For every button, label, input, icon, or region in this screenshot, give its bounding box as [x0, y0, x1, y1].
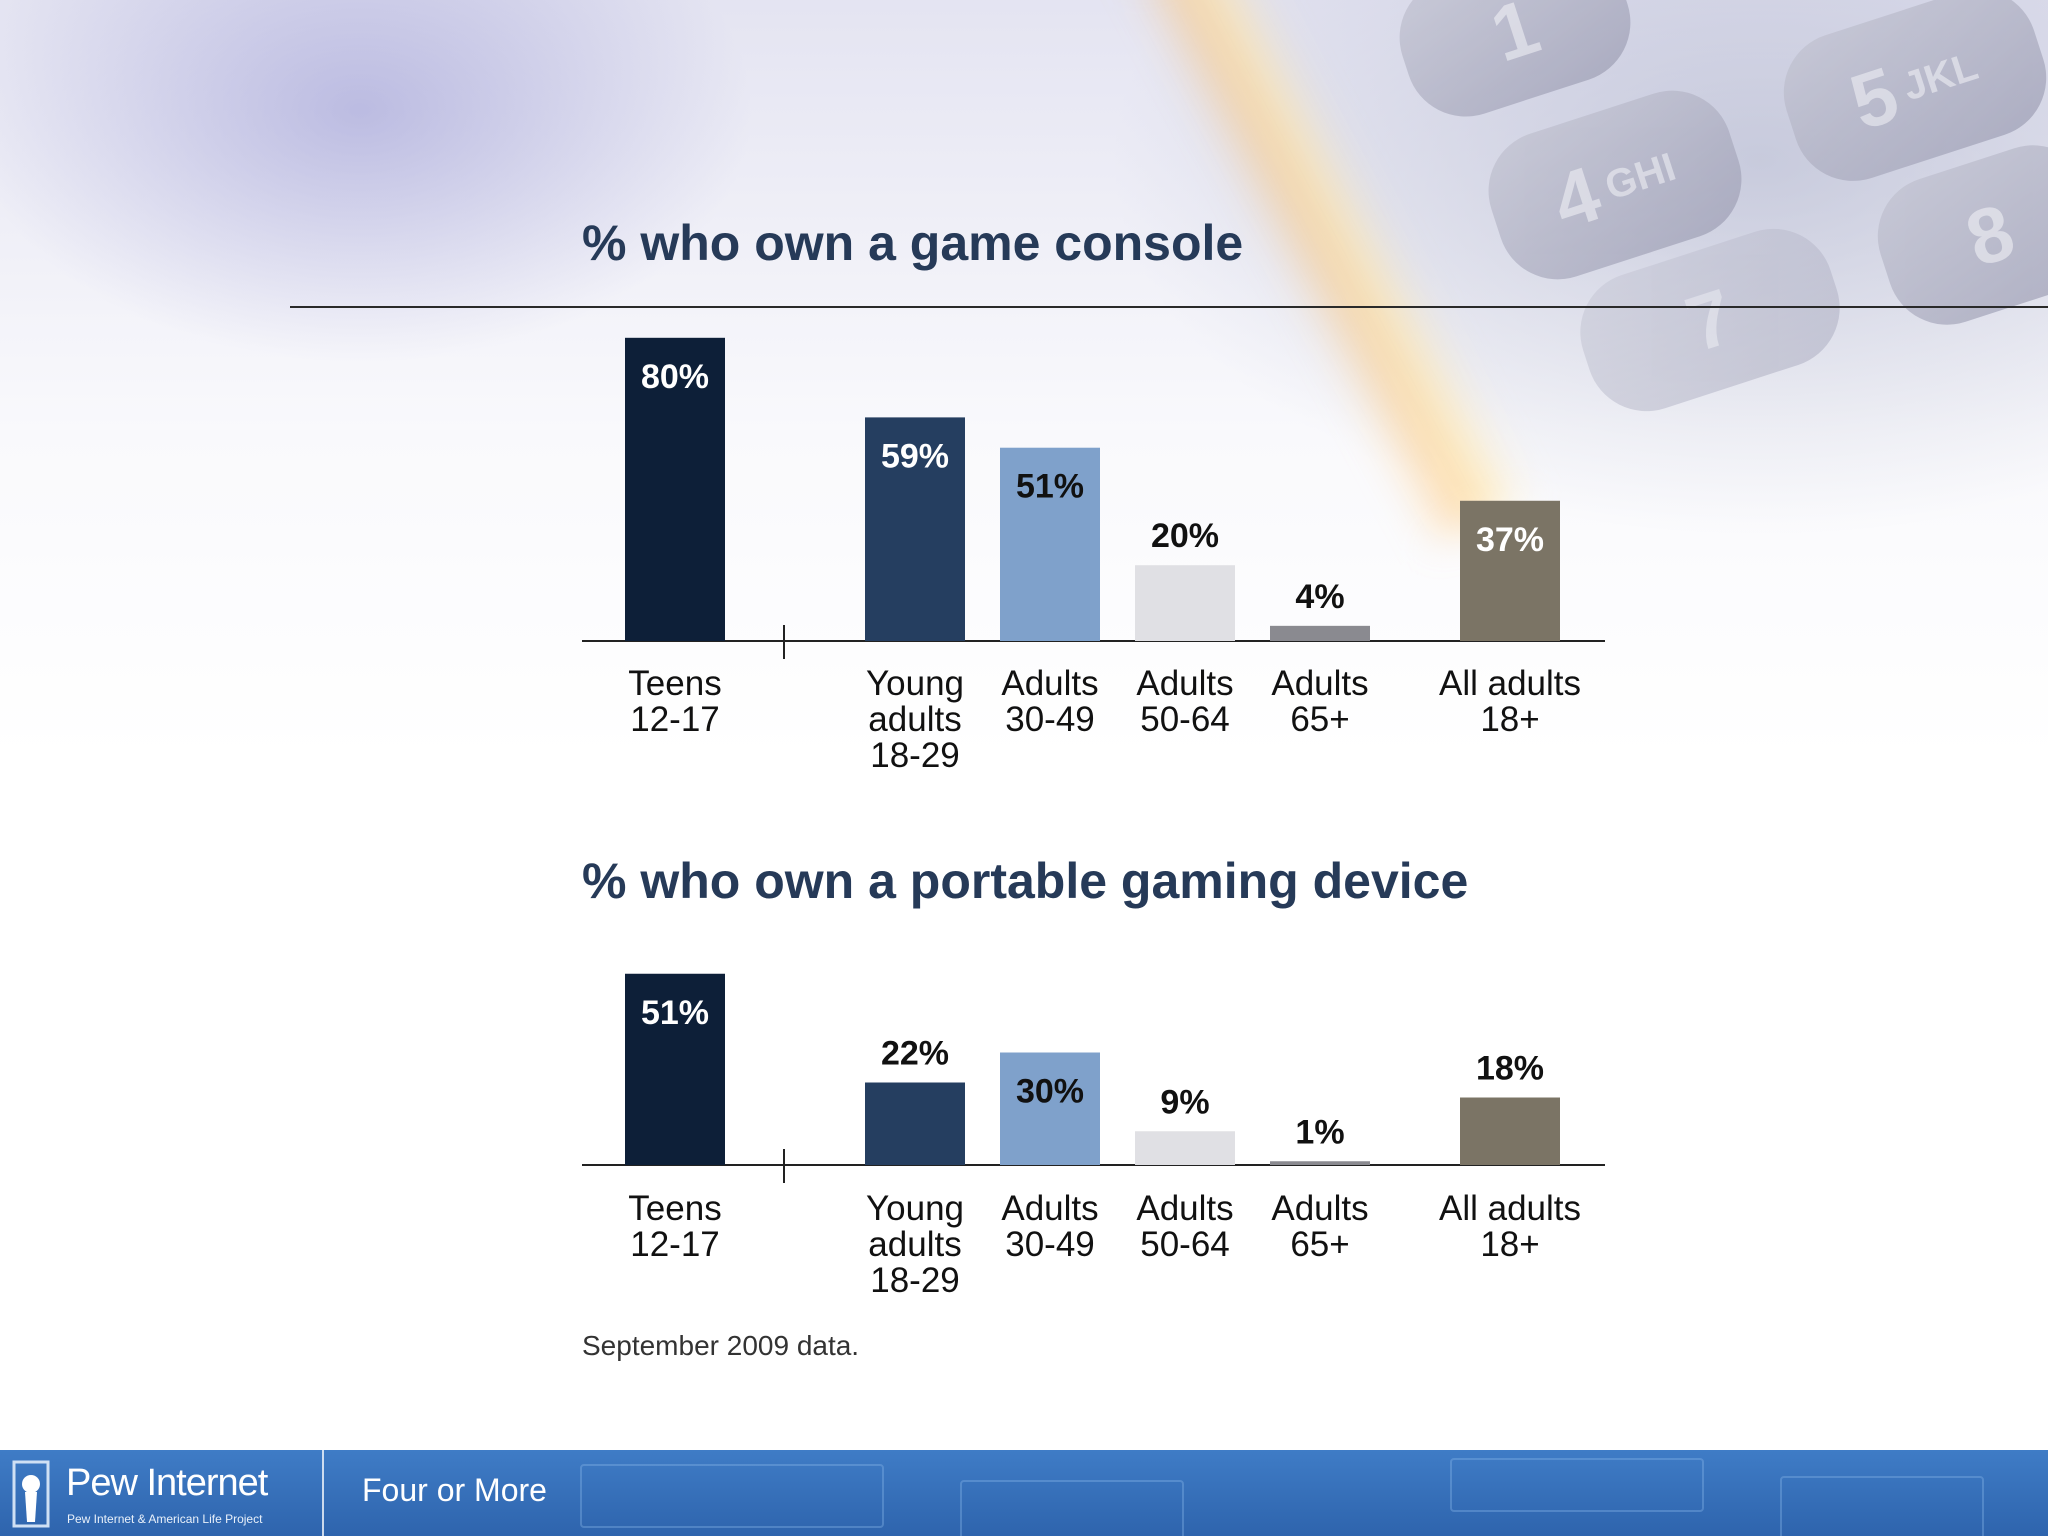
- bar: [865, 1082, 965, 1165]
- footer-bar: Pew Internet Pew Internet & American Lif…: [0, 1450, 2048, 1536]
- bar-value-label: 37%: [1476, 521, 1544, 559]
- category-label: 18+: [1480, 1225, 1539, 1264]
- bar: [1135, 565, 1235, 641]
- category-label: Young: [866, 664, 964, 703]
- keyhole-icon: [12, 1460, 50, 1528]
- category-label: 12-17: [630, 700, 720, 739]
- bar-value-label: 51%: [641, 994, 709, 1032]
- category-label: Teens: [628, 664, 721, 703]
- category-label: 50-64: [1140, 1225, 1230, 1264]
- category-label: 18+: [1480, 700, 1539, 739]
- category-label: Adults: [1271, 1189, 1368, 1228]
- bar-value-label: 18%: [1476, 1050, 1544, 1088]
- circuit-decoration: [1780, 1476, 1984, 1536]
- logo-wordmark: Pew Internet: [66, 1462, 268, 1504]
- title-divider: [290, 306, 2048, 308]
- category-label: All adults: [1439, 1189, 1581, 1228]
- footer-divider: [322, 1450, 324, 1536]
- footer-section-title: Four or More: [362, 1472, 547, 1508]
- bar-value-label: 1%: [1295, 1113, 1344, 1151]
- bar-value-label: 22%: [881, 1035, 949, 1073]
- bar: [1460, 500, 1560, 641]
- chart-1-title: % who own a game console: [582, 215, 1244, 271]
- category-label: 30-49: [1005, 1225, 1095, 1264]
- bar: [625, 973, 725, 1165]
- pew-internet-logo[interactable]: Pew Internet Pew Internet & American Lif…: [0, 1450, 322, 1536]
- category-label: 18-29: [870, 736, 960, 775]
- chart-2-title: % who own a portable gaming device: [582, 853, 1469, 909]
- bar-value-label: 80%: [641, 358, 709, 396]
- category-label: Adults: [1001, 664, 1098, 703]
- bar: [625, 337, 725, 641]
- bar: [1000, 1052, 1100, 1165]
- category-label: Teens: [628, 1189, 721, 1228]
- bar: [1000, 447, 1100, 641]
- category-label: Adults: [1136, 664, 1233, 703]
- bar-value-label: 20%: [1151, 517, 1219, 555]
- category-label: 50-64: [1140, 700, 1230, 739]
- bar-value-label: 9%: [1160, 1083, 1209, 1121]
- category-label: 65+: [1290, 700, 1349, 739]
- bar-value-label: 4%: [1295, 578, 1344, 616]
- bar-value-label: 30%: [1016, 1073, 1084, 1111]
- bar: [865, 417, 965, 641]
- category-label: adults: [868, 1225, 961, 1264]
- category-label: All adults: [1439, 664, 1581, 703]
- logo-tagline: Pew Internet & American Life Project: [67, 1512, 263, 1526]
- category-label: 65+: [1290, 1225, 1349, 1264]
- circuit-decoration: [580, 1464, 884, 1528]
- category-label: Adults: [1001, 1189, 1098, 1228]
- category-label: Adults: [1136, 1189, 1233, 1228]
- bar: [1135, 1131, 1235, 1165]
- circuit-decoration: [1450, 1458, 1704, 1512]
- bar: [1270, 625, 1370, 641]
- bar-value-label: 59%: [881, 437, 949, 475]
- bar: [1460, 1097, 1560, 1165]
- circuit-decoration: [960, 1480, 1184, 1536]
- bar-value-label: 51%: [1016, 468, 1084, 506]
- category-label: 12-17: [630, 1225, 720, 1264]
- category-label: 18-29: [870, 1261, 960, 1300]
- category-label: adults: [868, 700, 961, 739]
- bar: [1270, 1161, 1370, 1165]
- data-source-note: September 2009 data.: [582, 1330, 860, 1361]
- category-label: Adults: [1271, 664, 1368, 703]
- category-label: 30-49: [1005, 700, 1095, 739]
- category-label: Young: [866, 1189, 964, 1228]
